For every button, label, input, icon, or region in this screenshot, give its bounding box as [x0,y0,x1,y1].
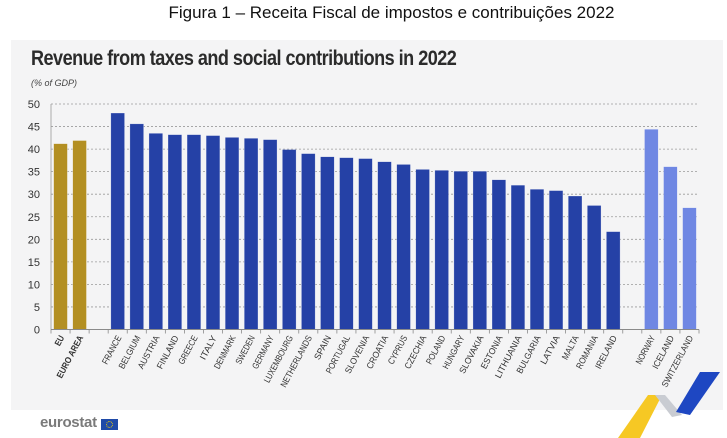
figure-caption: Figura 1 – Receita Fiscal de impostos e … [168,3,615,22]
bar-switzerland [682,207,697,330]
chart-title: Revenue from taxes and social contributi… [31,47,457,70]
x-axis [50,329,700,334]
bar-eu [53,143,68,330]
y-tick-label: 50 [28,99,40,111]
x-tick-label: EU [53,334,67,348]
bar-luxembourg [282,149,297,330]
bar-iceland [663,166,678,330]
y-tick-label: 35 [28,167,40,179]
eurostat-ribbon-decoration [618,372,720,438]
bar-belgium [129,123,144,330]
bar-slovakia [472,170,487,330]
y-tick-label: 15 [28,257,40,269]
bar-bulgaria [529,188,545,330]
bar-poland [434,170,449,330]
chart-subtitle: (% of GDP) [31,78,78,88]
bar-denmark [224,137,240,330]
ribbon-yellow [618,395,662,438]
bar-ireland [606,231,621,330]
bar-slovenia [358,158,373,330]
bar-latvia [548,190,564,330]
bar-france [110,112,125,330]
bar-euro-area [72,140,87,330]
ribbon-blue [676,372,720,415]
bar-spain [320,156,335,330]
y-tick-label: 40 [28,144,40,156]
bar-netherlands [301,153,316,330]
bar-croatia [377,161,392,330]
bar-austria [148,133,163,330]
bar-portugal [339,157,354,330]
bars [53,112,697,330]
bar-sweden [244,138,259,330]
gridlines [50,103,699,330]
bar-finland [167,134,182,330]
bar-norway [644,129,659,330]
bar-germany [263,139,278,330]
y-axis-ticks: 0 5 10 15 20 25 30 35 40 45 50 [28,99,40,337]
ribbon-grey [655,395,682,417]
eu-flag-icon [101,419,118,430]
y-tick-label: 20 [28,234,40,246]
bar-romania [587,205,602,330]
y-tick-label: 0 [34,325,40,337]
bar-hungary [453,170,468,330]
bar-malta [568,195,583,330]
y-tick-label: 45 [28,122,40,134]
y-tick-label: 10 [28,279,40,291]
bar-greece [186,134,202,330]
bar-cyprus [396,164,411,330]
bar-czechia [415,169,430,330]
bar-italy [205,135,221,330]
y-tick-label: 25 [28,212,40,224]
y-tick-label: 5 [34,302,40,314]
eurostat-logo: eurostat [40,414,97,431]
y-tick-label: 30 [28,189,40,201]
bar-estonia [491,179,506,330]
bar-lithuania [510,184,526,330]
